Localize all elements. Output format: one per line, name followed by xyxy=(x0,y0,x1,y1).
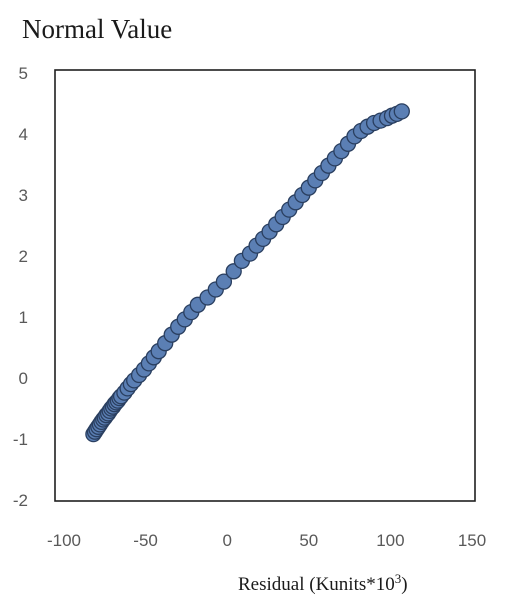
x-axis-label-superscript: 3 xyxy=(395,571,402,586)
y-axis-label: Normal Value xyxy=(22,14,172,44)
data-point xyxy=(393,103,410,120)
y-tick-label: 5 xyxy=(19,64,28,83)
y-tick-label: 0 xyxy=(19,369,28,388)
x-tick-label: -100 xyxy=(47,531,81,550)
data-points xyxy=(85,103,410,443)
data-point xyxy=(215,273,233,290)
y-tick-labels: -2 -1 0 1 2 3 4 5 xyxy=(13,64,28,510)
x-axis-label-suffix: ) xyxy=(401,574,407,595)
y-tick-label: -2 xyxy=(13,491,28,510)
x-axis-label: Residual (Kunits*103) xyxy=(238,571,408,595)
y-tick-label: 2 xyxy=(19,247,28,266)
x-tick-label: 50 xyxy=(299,531,318,550)
x-tick-label: -50 xyxy=(133,531,158,550)
x-tick-labels: -100 -50 0 50 100 150 xyxy=(47,531,486,550)
y-tick-label: -1 xyxy=(13,430,28,449)
x-tick-label: 100 xyxy=(376,531,404,550)
x-tick-label: 0 xyxy=(222,531,231,550)
plot-area xyxy=(54,69,476,502)
x-tick-label: 150 xyxy=(458,531,486,550)
y-tick-label: 3 xyxy=(19,186,28,205)
y-tick-label: 4 xyxy=(19,125,28,144)
y-tick-label: 1 xyxy=(19,308,28,327)
x-axis-label-main: Residual (Kunits*10 xyxy=(238,574,395,595)
